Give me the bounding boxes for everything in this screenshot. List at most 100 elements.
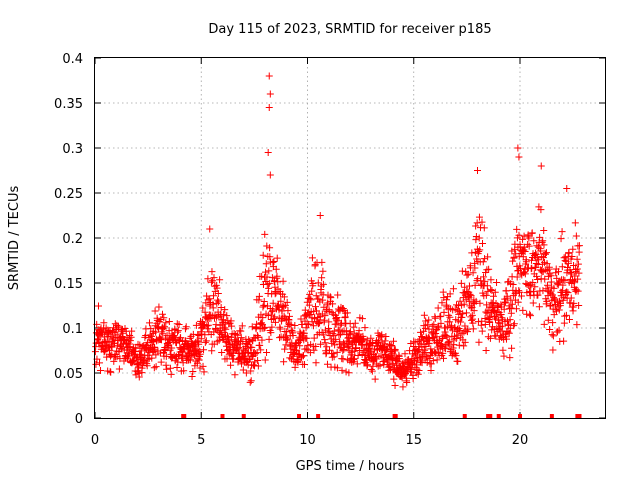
data-point (508, 300, 516, 308)
data-point (575, 269, 583, 277)
data-point (210, 274, 218, 282)
data-point (199, 362, 207, 370)
data-point (432, 329, 440, 337)
data-point (482, 291, 490, 299)
data-point (428, 322, 436, 330)
zero-value-marker (182, 414, 187, 419)
data-point (458, 267, 466, 275)
data-point (467, 292, 475, 300)
data-point (143, 362, 151, 370)
data-point (306, 294, 314, 302)
data-point (223, 312, 231, 320)
data-point (368, 367, 376, 375)
data-point (434, 324, 442, 332)
data-point (526, 312, 534, 320)
data-point (260, 324, 268, 332)
data-point (174, 358, 182, 366)
data-point (564, 259, 572, 267)
data-point (487, 286, 495, 294)
data-point (548, 331, 556, 339)
data-point (420, 311, 428, 319)
data-point (553, 328, 561, 336)
y-tick-label: 0.3 (62, 142, 83, 157)
data-point (391, 347, 399, 355)
data-point (555, 268, 563, 276)
x-axis-tick-labels: 0 5 10 15 20 (91, 433, 528, 448)
data-point (539, 237, 547, 245)
data-point (430, 321, 438, 329)
data-point (543, 260, 551, 268)
zero-value-marker (488, 414, 493, 419)
data-point (330, 332, 338, 340)
zero-value-marker (575, 414, 580, 419)
data-point (542, 250, 549, 258)
data-point (281, 301, 289, 309)
data-point (192, 321, 200, 329)
data-point (202, 337, 210, 345)
data-point (306, 311, 314, 319)
data-point (331, 341, 339, 349)
data-point (515, 153, 523, 161)
chart-title: Day 115 of 2023, SRMTID for receiver p18… (208, 22, 491, 37)
data-point (314, 279, 322, 287)
data-point (269, 299, 277, 307)
data-point (529, 299, 537, 307)
data-point (543, 297, 551, 305)
data-point (319, 280, 327, 288)
data-point (439, 288, 447, 296)
data-point (214, 296, 222, 304)
data-point (513, 273, 521, 281)
data-point (239, 366, 247, 374)
data-point (374, 362, 382, 370)
data-point (506, 316, 514, 324)
data-point (266, 90, 274, 98)
data-point (440, 344, 448, 352)
zero-value-marker (297, 414, 301, 419)
data-point (92, 343, 100, 351)
data-point (262, 268, 270, 276)
data-point (505, 329, 513, 337)
data-point (525, 242, 533, 250)
data-point (187, 356, 195, 364)
data-point (439, 349, 447, 357)
data-point (260, 297, 268, 305)
data-point (203, 322, 211, 330)
data-point (323, 360, 331, 368)
data-point (502, 335, 510, 343)
data-point (483, 266, 491, 274)
data-point (393, 367, 401, 375)
data-point (506, 354, 514, 362)
data-point (534, 275, 542, 283)
data-point (446, 313, 454, 321)
data-point (155, 303, 163, 311)
data-point (245, 338, 253, 346)
data-point (439, 332, 447, 340)
data-point (230, 329, 238, 337)
data-point (237, 357, 245, 365)
data-point (575, 242, 583, 250)
data-point (248, 343, 256, 351)
zero-value-marker (241, 414, 246, 419)
data-point (94, 302, 102, 310)
data-point (167, 350, 175, 358)
data-point (201, 338, 209, 346)
data-point (153, 316, 161, 324)
data-point (238, 322, 246, 330)
data-point (354, 352, 362, 360)
data-point (391, 346, 399, 354)
data-point (213, 284, 221, 292)
data-point (227, 361, 235, 369)
data-point (261, 323, 269, 331)
data-point (157, 358, 165, 366)
data-point (502, 287, 510, 295)
data-point (529, 278, 537, 286)
data-point (221, 306, 229, 314)
x-tick-label: 20 (512, 433, 529, 448)
data-point (262, 278, 270, 286)
data-point (510, 253, 518, 261)
data-point (478, 218, 486, 226)
data-point (318, 274, 326, 282)
data-point (459, 310, 467, 318)
data-point (461, 283, 469, 291)
